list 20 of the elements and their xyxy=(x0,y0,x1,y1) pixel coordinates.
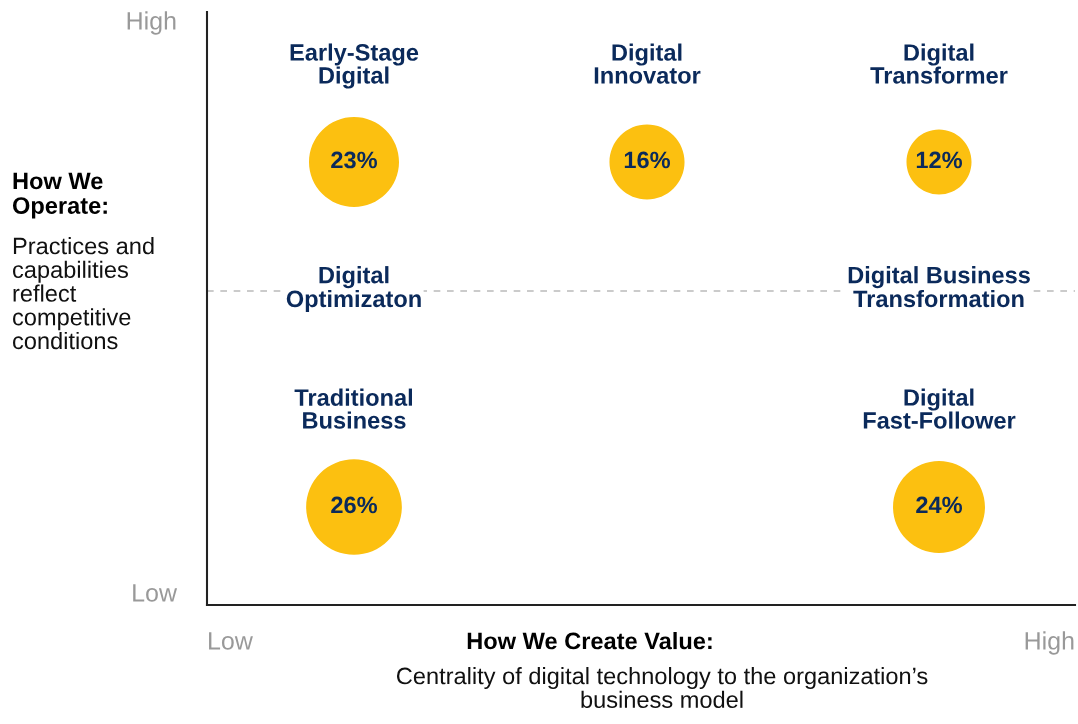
category-label: Digital Fast-Follower xyxy=(863,388,1016,429)
category-label: Traditional Business xyxy=(294,388,413,429)
category-label: Digital Innovator xyxy=(594,43,701,84)
data-label: 12% xyxy=(916,151,963,169)
text: Low xyxy=(209,632,253,650)
text: Centrality of digital technology to the organization’s business model xyxy=(396,667,928,709)
text: Practices and capabilities reflect competitive conditions xyxy=(13,237,154,350)
text: How We Operate: xyxy=(12,172,107,219)
category-label: Digital Transformer xyxy=(870,43,1008,84)
text: High xyxy=(1025,631,1074,655)
text: How We Create Value: xyxy=(467,631,712,650)
category-label: Early-Stage Digital xyxy=(290,43,419,89)
data-label: 23% xyxy=(331,151,378,169)
text: Low xyxy=(133,584,178,602)
data-label: 24% xyxy=(916,496,963,514)
data-label: 26% xyxy=(331,496,378,514)
text: Digital Optimizaton xyxy=(286,266,421,312)
text: High xyxy=(127,11,176,35)
data-label: 16% xyxy=(624,151,671,169)
text: Digital Business Transformation xyxy=(848,266,1030,308)
